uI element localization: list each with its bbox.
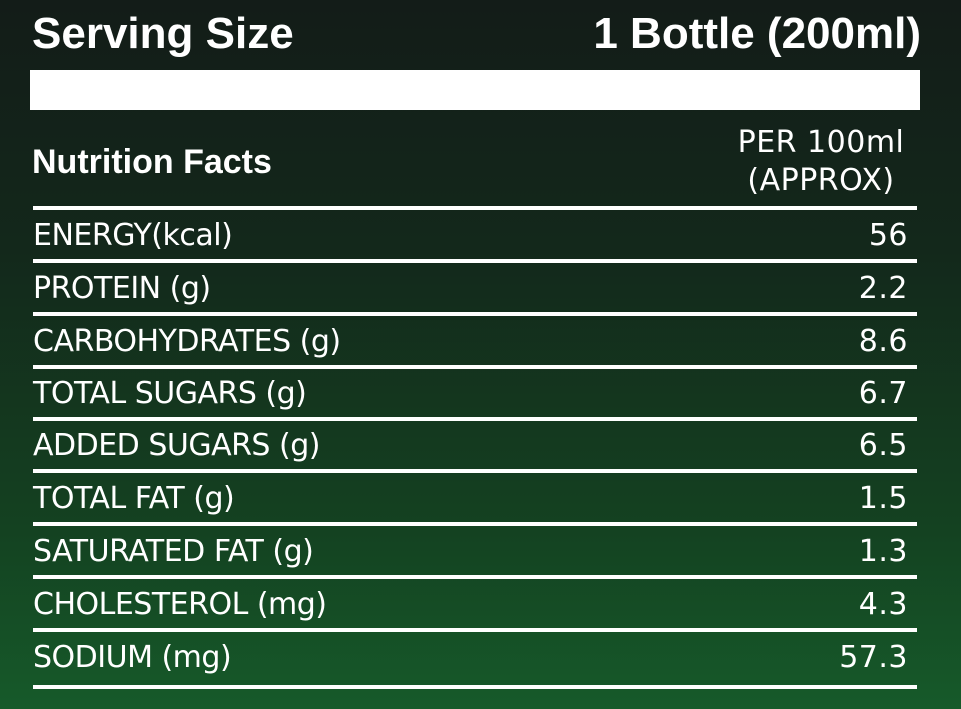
- nutrient-label: TOTAL SUGARS (g): [33, 375, 307, 411]
- nutrient-label: SODIUM (mg): [33, 639, 232, 675]
- divider-rule: [33, 259, 917, 263]
- nutrient-value: 2.2: [858, 270, 908, 306]
- nutrient-label: ENERGY(kcal): [33, 217, 233, 253]
- nutrient-value: 56: [868, 217, 908, 253]
- per-100ml-label: PER 100ml (APPROX): [731, 124, 911, 200]
- per-100ml-line1: PER 100ml: [737, 125, 905, 160]
- nutrient-value: 1.3: [858, 533, 908, 569]
- divider-rule: [33, 417, 917, 421]
- nutrient-value: 6.7: [858, 375, 908, 411]
- divider-rule: [33, 469, 917, 473]
- nutrient-value: 57.3: [839, 639, 908, 675]
- nutrient-row-saturated-fat: SATURATED FAT (g) 1.3: [33, 527, 908, 575]
- divider-rule: [33, 628, 917, 632]
- nutrient-row-sodium: SODIUM (mg) 57.3: [33, 633, 908, 681]
- nutrient-value: 1.5: [858, 480, 908, 516]
- nutrient-label: CHOLESTEROL (mg): [33, 586, 327, 622]
- divider-rule: [33, 365, 917, 369]
- nutrient-label: SATURATED FAT (g): [33, 533, 314, 569]
- nutrient-label: TOTAL FAT (g): [33, 480, 235, 516]
- nutrition-facts-title: Nutrition Facts: [32, 142, 272, 181]
- nutrient-row-cholesterol: CHOLESTEROL (mg) 4.3: [33, 580, 908, 628]
- nutrient-row-protein: PROTEIN (g) 2.2: [33, 264, 908, 312]
- nutrient-value: 4.3: [858, 586, 908, 622]
- nutrient-label: CARBOHYDRATES (g): [33, 323, 341, 359]
- divider-rule: [33, 206, 917, 210]
- nutrient-row-energy: ENERGY(kcal) 56: [33, 211, 908, 259]
- nutrient-row-total-fat: TOTAL FAT (g) 1.5: [33, 474, 908, 522]
- nutrient-row-added-sugars: ADDED SUGARS (g) 6.5: [33, 421, 908, 469]
- serving-size-label: Serving Size: [32, 9, 294, 58]
- divider-rule: [33, 522, 917, 526]
- nutrition-facts-header: Nutrition Facts PER 100ml (APPROX): [32, 118, 911, 206]
- nutrient-value: 8.6: [858, 323, 908, 359]
- bottom-rule: [33, 685, 917, 689]
- nutrient-value: 6.5: [858, 427, 908, 463]
- nutrient-row-carbohydrates: CARBOHYDRATES (g) 8.6: [33, 317, 908, 365]
- nutrient-label: ADDED SUGARS (g): [33, 427, 320, 463]
- divider-rule: [33, 575, 917, 579]
- nutrient-label: PROTEIN (g): [33, 270, 211, 306]
- white-band: [30, 70, 920, 110]
- nutrient-row-total-sugars: TOTAL SUGARS (g) 6.7: [33, 369, 908, 417]
- serving-size-value: 1 Bottle (200ml): [593, 9, 921, 58]
- per-100ml-line2: (APPROX): [747, 163, 895, 198]
- divider-rule: [33, 312, 917, 316]
- serving-size-header: Serving Size 1 Bottle (200ml): [32, 6, 921, 62]
